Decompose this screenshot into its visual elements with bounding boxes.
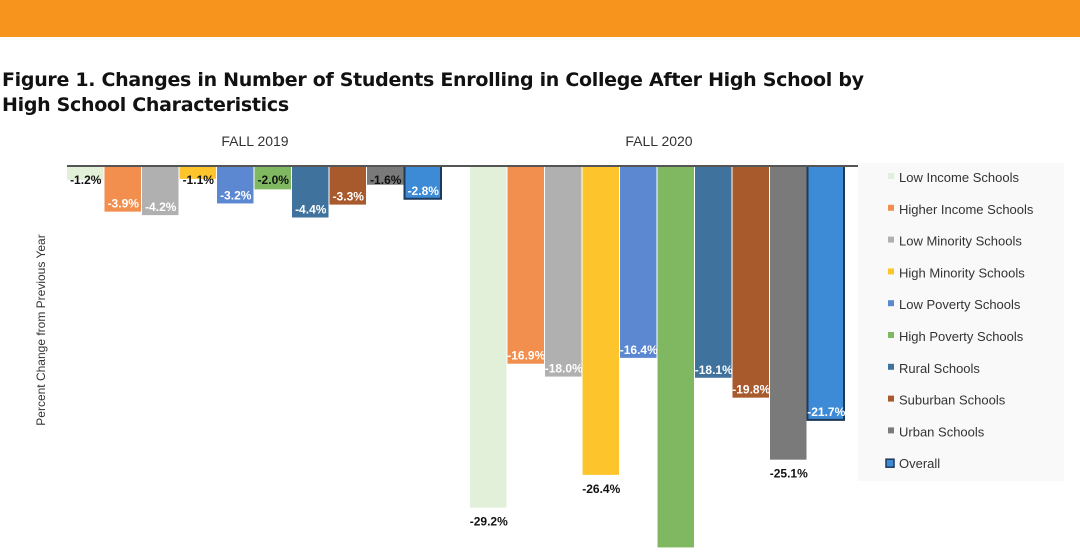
data-label: -1.1% [183,173,215,187]
bar [217,166,254,204]
legend-item: Low Income Schools [899,170,1019,185]
data-label: -4.2% [145,200,177,214]
bar [67,166,104,181]
bar [329,166,366,205]
bar [620,166,657,358]
title-line-1: Figure 1. Changes in Number of Students … [2,69,864,91]
legend-item: Overall [899,456,940,471]
legend-item: Urban Schools [899,424,985,439]
data-label: -16.9% [507,349,545,363]
bar [179,166,216,179]
data-label: -25.1% [770,467,808,481]
bar [657,166,694,548]
legend-swatch [888,427,894,434]
data-label: -1.2% [70,173,102,187]
figure-title: Figure 1. Changes in Number of Students … [2,68,864,118]
legend-item: Rural Schools [899,361,980,376]
data-label: -3.9% [108,197,140,211]
data-label: -2.0% [258,173,290,187]
legend-swatch [888,268,894,275]
bar [292,166,329,218]
bar [770,166,807,460]
bar [142,166,179,216]
legend-swatch [888,204,894,211]
data-label: -29.2% [470,515,508,529]
legend-item: Low Poverty Schools [899,297,1021,312]
bar [507,166,544,364]
bar [806,165,845,421]
legend-item: Higher Income Schools [899,202,1034,217]
legend-swatch [888,395,894,402]
data-label: -18.0% [545,362,583,376]
data-label: -19.8% [732,383,770,397]
data-label: -4.4% [295,202,327,216]
data-label: -26.4% [582,482,620,496]
bar [732,166,769,398]
category-label: FALL 2019 [221,133,288,149]
data-label: -21.7% [807,405,845,419]
data-label: -18.1% [695,363,733,377]
bar [582,166,619,475]
legend-item: Suburban Schools [899,393,1006,408]
bar [104,166,141,212]
legend-swatch [888,300,894,307]
data-label: -1.6% [370,173,402,187]
category-label: FALL 2020 [625,133,692,149]
bar [695,166,732,378]
bar [470,166,507,508]
bar [254,166,291,190]
data-label: -3.3% [333,190,365,204]
legend-item: High Minority Schools [899,265,1025,280]
legend-swatch [888,173,894,179]
data-label: -3.2% [220,188,252,202]
legend-item: High Poverty Schools [899,329,1024,344]
legend-swatch [885,458,895,468]
data-label: -16.4% [620,343,658,357]
title-line-2: High School Characteristics [2,94,289,116]
legend-item: Low Minority Schools [899,234,1022,249]
legend-swatch [888,236,894,243]
bar [367,166,404,185]
legend-swatch [888,363,894,370]
y-axis-label: Percent Change from Previous Year [34,234,48,425]
bar [545,166,582,377]
header-band [0,0,1080,37]
data-label: -2.8% [408,184,440,198]
legend-swatch [888,332,894,338]
